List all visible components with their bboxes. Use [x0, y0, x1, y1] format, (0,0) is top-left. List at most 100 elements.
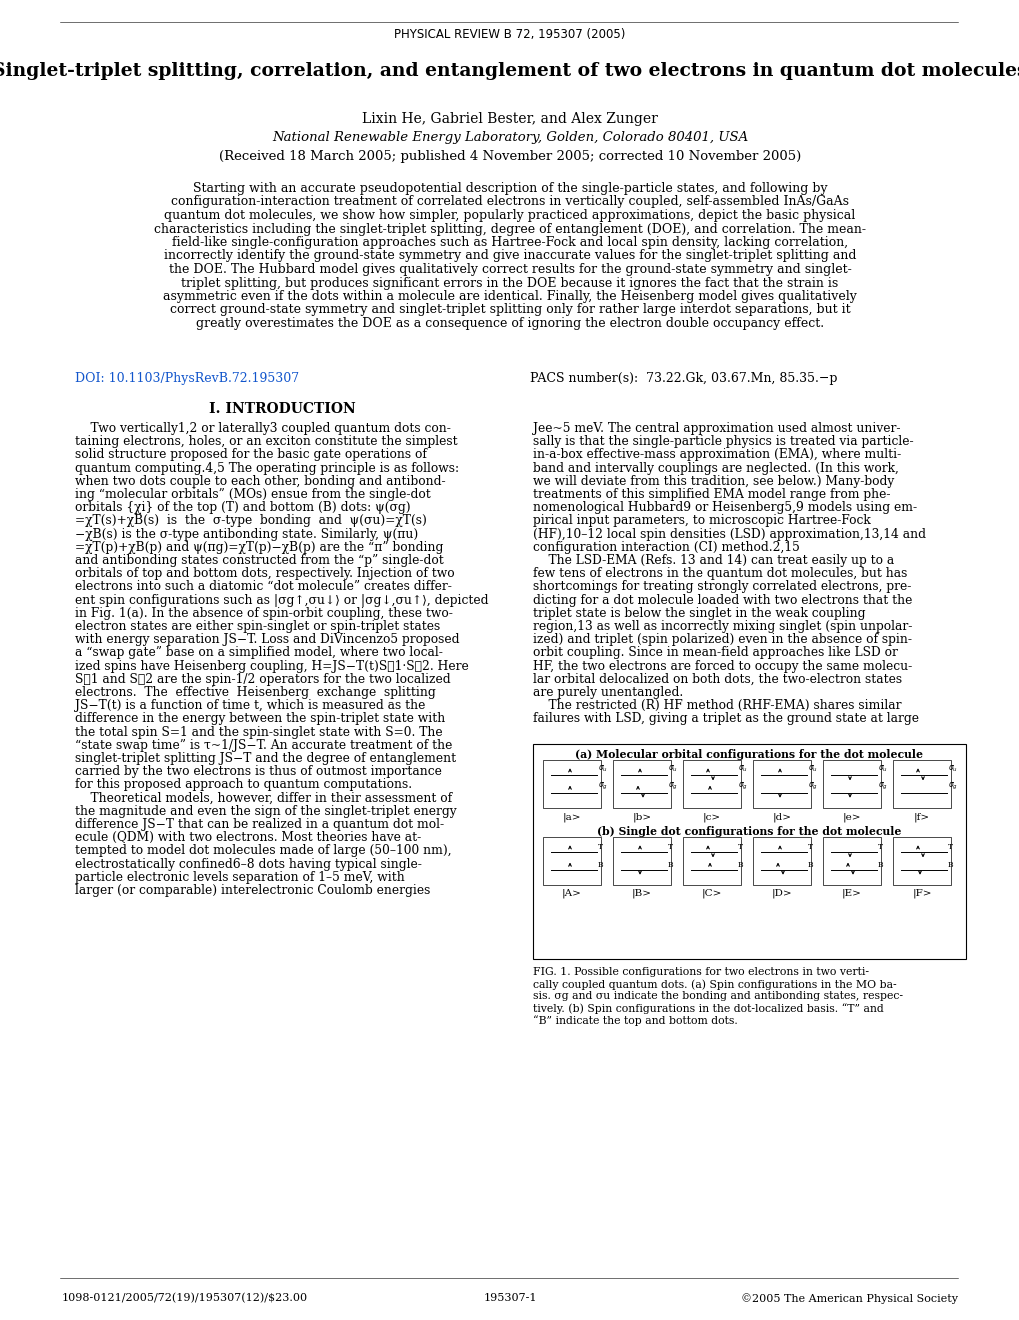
Text: B: B [877, 861, 882, 869]
Text: ized spins have Heisenberg coupling, H=JS−T(t)S⃗1·S⃗2. Here: ized spins have Heisenberg coupling, H=J… [75, 660, 469, 673]
Text: electron states are either spin-singlet or spin-triplet states: electron states are either spin-singlet … [75, 620, 440, 634]
Text: cally coupled quantum dots. (a) Spin configurations in the MO ba-: cally coupled quantum dots. (a) Spin con… [533, 979, 896, 990]
Text: and antibonding states constructed from the “p” single-dot: and antibonding states constructed from … [75, 554, 443, 568]
Text: the total spin S=1 and the spin-singlet state with S=0. The: the total spin S=1 and the spin-singlet … [75, 726, 442, 739]
Text: lar orbital delocalized on both dots, the two-electron states: lar orbital delocalized on both dots, th… [533, 673, 901, 686]
Text: (HF),10–12 local spin densities (LSD) approximation,13,14 and: (HF),10–12 local spin densities (LSD) ap… [533, 528, 925, 541]
Text: incorrectly identify the ground-state symmetry and give inaccurate values for th: incorrectly identify the ground-state sy… [164, 249, 855, 263]
Text: when two dots couple to each other, bonding and antibond-: when two dots couple to each other, bond… [75, 475, 445, 488]
Text: ized) and triplet (spin polarized) even in the absence of spin-: ized) and triplet (spin polarized) even … [533, 634, 911, 647]
Text: I. INTRODUCTION: I. INTRODUCTION [209, 403, 355, 416]
Text: carried by the two electrons is thus of outmost importance: carried by the two electrons is thus of … [75, 766, 441, 779]
Text: |e>: |e> [842, 812, 860, 821]
Text: treatments of this simplified EMA model range from phe-: treatments of this simplified EMA model … [533, 488, 890, 502]
Text: =χT(s)+χB(s)  is  the  σ-type  bonding  and  ψ(σu)=χT(s): =χT(s)+χB(s) is the σ-type bonding and ψ… [75, 515, 427, 528]
Text: electrons into such a diatomic “dot molecule” creates differ-: electrons into such a diatomic “dot mole… [75, 581, 451, 594]
Text: quantum computing.4,5 The operating principle is as follows:: quantum computing.4,5 The operating prin… [75, 462, 459, 475]
Text: in Fig. 1(a). In the absence of spin-orbit coupling, these two-: in Fig. 1(a). In the absence of spin-orb… [75, 607, 452, 620]
Text: region,13 as well as incorrectly mixing singlet (spin unpolar-: region,13 as well as incorrectly mixing … [533, 620, 911, 634]
Text: Two vertically1,2 or laterally3 coupled quantum dots con-: Two vertically1,2 or laterally3 coupled … [75, 422, 450, 436]
Text: B: B [947, 861, 953, 869]
Text: B: B [667, 861, 673, 869]
Text: difference in the energy between the spin-triplet state with: difference in the energy between the spi… [75, 713, 445, 726]
Text: triplet state is below the singlet in the weak coupling: triplet state is below the singlet in th… [533, 607, 865, 620]
Text: |a>: |a> [562, 812, 581, 821]
Text: shortcomings for treating strongly correlated electrons, pre-: shortcomings for treating strongly corre… [533, 581, 911, 594]
Text: T: T [877, 843, 882, 851]
Text: T: T [807, 843, 812, 851]
Text: singlet-triplet splitting JS−T and the degree of entanglement: singlet-triplet splitting JS−T and the d… [75, 752, 455, 766]
Text: B: B [738, 861, 743, 869]
Text: National Renewable Energy Laboratory, Golden, Colorado 80401, USA: National Renewable Energy Laboratory, Go… [272, 131, 747, 144]
Bar [892, 837, 950, 884]
Text: orbit coupling. Since in mean-field approaches like LSD or: orbit coupling. Since in mean-field appr… [533, 647, 897, 660]
Text: configuration-interaction treatment of correlated electrons in vertically couple: configuration-interaction treatment of c… [171, 195, 848, 209]
Text: $\sigma_u$: $\sigma_u$ [667, 764, 678, 775]
Text: “state swap time” is τ~1/JS−T. An accurate treatment of the: “state swap time” is τ~1/JS−T. An accura… [75, 739, 452, 752]
Bar [683, 760, 740, 808]
Text: |F>: |F> [911, 888, 930, 899]
Text: JS−T(t) is a function of time t, which is measured as the: JS−T(t) is a function of time t, which i… [75, 700, 425, 713]
Text: B: B [597, 861, 603, 869]
Bar [752, 760, 810, 808]
Text: triplet splitting, but produces significant errors in the DOE because it ignores: triplet splitting, but produces signific… [181, 276, 838, 289]
Text: $\sigma_g$: $\sigma_g$ [947, 780, 957, 792]
Text: ©2005 The American Physical Society: ©2005 The American Physical Society [740, 1294, 957, 1304]
Text: $\sigma_u$: $\sigma_u$ [877, 764, 888, 775]
Text: tively. (b) Spin configurations in the dot-localized basis. “T” and: tively. (b) Spin configurations in the d… [533, 1003, 882, 1014]
Text: ent spin configurations such as |σg↑,σu↓⟩ or |σg↓,σu↑⟩, depicted: ent spin configurations such as |σg↑,σu↓… [75, 594, 488, 607]
Text: |C>: |C> [701, 888, 721, 899]
Text: HF, the two electrons are forced to occupy the same molecu-: HF, the two electrons are forced to occu… [533, 660, 911, 673]
Text: T: T [947, 843, 952, 851]
Text: pirical input parameters, to microscopic Hartree-Fock: pirical input parameters, to microscopic… [533, 515, 870, 528]
Text: T: T [597, 843, 602, 851]
Text: |f>: |f> [913, 812, 929, 821]
Text: for this proposed approach to quantum computations.: for this proposed approach to quantum co… [75, 779, 412, 792]
Text: $\sigma_g$: $\sigma_g$ [738, 780, 747, 792]
Text: nomenological Hubbard9 or Heisenberg5,9 models using em-: nomenological Hubbard9 or Heisenberg5,9 … [533, 502, 916, 515]
Text: solid structure proposed for the basic gate operations of: solid structure proposed for the basic g… [75, 449, 427, 462]
Text: (b) Single dot configurations for the dot molecule: (b) Single dot configurations for the do… [597, 826, 901, 837]
Text: the magnitude and even the sign of the singlet-triplet energy: the magnitude and even the sign of the s… [75, 805, 457, 818]
Text: we will deviate from this tradition, see below.) Many-body: we will deviate from this tradition, see… [533, 475, 894, 488]
Text: with energy separation JS−T. Loss and DiVincenzo5 proposed: with energy separation JS−T. Loss and Di… [75, 634, 459, 647]
Bar [683, 837, 740, 884]
Bar [612, 837, 671, 884]
Text: are purely unentangled.: are purely unentangled. [533, 686, 683, 700]
Text: |E>: |E> [842, 888, 861, 899]
Text: failures with LSD, giving a triplet as the ground state at large: failures with LSD, giving a triplet as t… [533, 713, 918, 726]
Text: $\sigma_u$: $\sigma_u$ [947, 764, 957, 775]
Text: band and intervally couplings are neglected. (In this work,: band and intervally couplings are neglec… [533, 462, 898, 475]
Text: ing “molecular orbitals” (MOs) ensue from the single-dot: ing “molecular orbitals” (MOs) ensue fro… [75, 488, 430, 502]
Text: larger (or comparable) interelectronic Coulomb energies: larger (or comparable) interelectronic C… [75, 884, 430, 898]
Text: electrons.  The  effective  Heisenberg  exchange  splitting: electrons. The effective Heisenberg exch… [75, 686, 435, 700]
Text: $\sigma_u$: $\sigma_u$ [597, 764, 607, 775]
Text: −χB(s) is the σ-type antibonding state. Similarly, ψ(πu): −χB(s) is the σ-type antibonding state. … [75, 528, 418, 541]
Text: (Received 18 March 2005; published 4 November 2005; corrected 10 November 2005): (Received 18 March 2005; published 4 Nov… [219, 150, 800, 162]
Text: a “swap gate” base on a simplified model, where two local-: a “swap gate” base on a simplified model… [75, 647, 442, 660]
Text: T: T [738, 843, 743, 851]
Text: PHYSICAL REVIEW B 72, 195307 (2005): PHYSICAL REVIEW B 72, 195307 (2005) [394, 28, 625, 41]
Text: 195307-1: 195307-1 [483, 1294, 536, 1303]
Text: quantum dot molecules, we show how simpler, popularly practiced approximations, : quantum dot molecules, we show how simpl… [164, 209, 855, 222]
Text: PACS number(s):  73.22.Gk, 03.67.Mn, 85.35.−p: PACS number(s): 73.22.Gk, 03.67.Mn, 85.3… [530, 372, 837, 385]
Text: asymmetric even if the dots within a molecule are identical. Finally, the Heisen: asymmetric even if the dots within a mol… [163, 290, 856, 304]
Text: in-a-box effective-mass approximation (EMA), where multi-: in-a-box effective-mass approximation (E… [533, 449, 901, 462]
Bar [533, 744, 965, 960]
Text: B: B [807, 861, 813, 869]
Text: correct ground-state symmetry and singlet-triplet splitting only for rather larg: correct ground-state symmetry and single… [169, 304, 850, 317]
Text: particle electronic levels separation of 1–5 meV, with: particle electronic levels separation of… [75, 871, 405, 884]
Text: 1098-0121/2005/72(19)/195307(12)/$23.00: 1098-0121/2005/72(19)/195307(12)/$23.00 [62, 1294, 308, 1303]
Text: field-like single-configuration approaches such as Hartree-Fock and local spin d: field-like single-configuration approach… [172, 236, 847, 249]
Text: tempted to model dot molecules made of large (50–100 nm),: tempted to model dot molecules made of l… [75, 845, 451, 858]
Text: $\sigma_g$: $\sigma_g$ [877, 780, 888, 792]
Text: S⃗1 and S⃗2 are the spin-1/2 operators for the two localized: S⃗1 and S⃗2 are the spin-1/2 operators f… [75, 673, 450, 686]
Text: |c>: |c> [702, 812, 720, 821]
Text: The restricted (R) HF method (RHF-EMA) shares similar: The restricted (R) HF method (RHF-EMA) s… [533, 700, 901, 713]
Text: |B>: |B> [632, 888, 651, 899]
Text: The LSD-EMA (Refs. 13 and 14) can treat easily up to a: The LSD-EMA (Refs. 13 and 14) can treat … [533, 554, 894, 568]
Text: $\sigma_u$: $\sigma_u$ [807, 764, 817, 775]
Text: |b>: |b> [632, 812, 651, 821]
Text: greatly overestimates the DOE as a consequence of ignoring the electron double o: greatly overestimates the DOE as a conse… [196, 317, 823, 330]
Text: Starting with an accurate pseudopotential description of the single-particle sta: Starting with an accurate pseudopotentia… [193, 182, 826, 195]
